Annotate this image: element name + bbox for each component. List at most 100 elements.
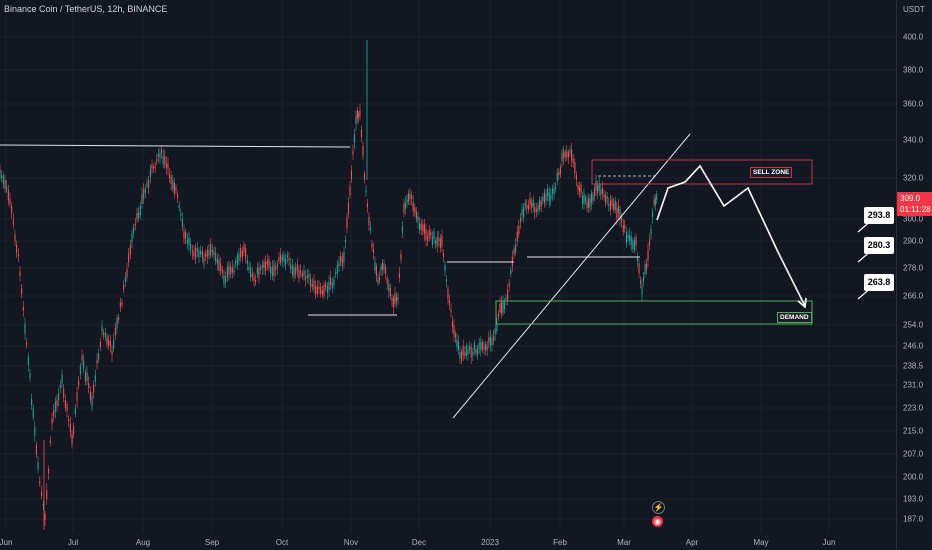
candle-body xyxy=(375,266,377,276)
candle-body xyxy=(88,383,90,388)
candle-body xyxy=(154,165,156,168)
price-tick: 223.0 xyxy=(903,403,924,413)
candle-body xyxy=(442,252,444,257)
candle-body xyxy=(433,231,435,239)
candle-body xyxy=(488,337,490,342)
candle-body xyxy=(235,260,237,263)
candle-body xyxy=(134,223,136,226)
candle-body xyxy=(230,266,232,275)
candle-body xyxy=(585,197,587,202)
candle-body xyxy=(313,280,315,290)
candle-body xyxy=(266,260,268,265)
candle-body xyxy=(473,342,475,350)
candle-body xyxy=(293,267,295,277)
candle-body xyxy=(243,244,245,252)
projection-path xyxy=(656,164,806,307)
candle-body xyxy=(385,267,387,274)
candle-body xyxy=(291,265,293,275)
candle-body xyxy=(318,286,320,289)
candle-body xyxy=(275,267,277,271)
candle-body xyxy=(543,192,545,204)
candle-body xyxy=(619,209,621,220)
candle-body xyxy=(39,481,41,484)
candle-body xyxy=(605,194,607,204)
candle-body xyxy=(428,230,430,238)
candle-body xyxy=(649,240,651,246)
candle-body xyxy=(1,175,3,179)
candle-body xyxy=(524,202,526,207)
candle-body xyxy=(141,194,143,205)
candle-body xyxy=(464,352,466,356)
candle-body xyxy=(69,423,71,433)
candle-body xyxy=(343,251,345,263)
candle-body xyxy=(268,258,270,268)
candle-body xyxy=(9,199,11,204)
candle-body xyxy=(654,197,656,206)
candle-body xyxy=(225,275,227,283)
candle-body xyxy=(489,336,491,346)
price-axis[interactable]: USDT 400.0 380.0 360.0 340.0 320.0 300.0… xyxy=(896,0,932,550)
candle-body xyxy=(486,345,488,350)
candle-body xyxy=(78,380,80,387)
candle-body xyxy=(109,341,111,346)
candle-body xyxy=(372,249,374,253)
candle-body xyxy=(640,280,642,284)
candle-body xyxy=(19,271,21,277)
candle-body xyxy=(0,168,1,176)
candle-body xyxy=(355,116,357,124)
candle-body xyxy=(98,353,100,360)
candle-body xyxy=(261,265,263,268)
candle-body xyxy=(188,237,190,246)
candle-body xyxy=(248,266,250,270)
candle-body xyxy=(246,259,248,265)
price-tick: 215.0 xyxy=(903,426,924,436)
candle-body xyxy=(126,269,128,278)
candle-body xyxy=(391,298,393,301)
candle-body xyxy=(173,182,175,194)
candle-body xyxy=(321,289,323,295)
candle-body xyxy=(369,227,371,231)
price-tick: 207.0 xyxy=(903,449,924,459)
time-tick: Apr xyxy=(685,538,699,547)
price-callout-3: 263.8 xyxy=(864,274,894,291)
candle-body xyxy=(281,256,283,261)
candle-body xyxy=(270,267,272,274)
candle-body xyxy=(494,328,496,334)
price-tick: 246.0 xyxy=(903,341,924,351)
candle-body xyxy=(414,207,416,213)
candle-body xyxy=(74,408,76,415)
price-chart[interactable] xyxy=(0,0,896,550)
candle-body xyxy=(430,232,432,236)
candle-body xyxy=(499,304,501,312)
candle-body xyxy=(326,286,328,293)
candle-body xyxy=(306,275,308,278)
price-tick: 278.0 xyxy=(903,263,924,273)
demand-zone-label: DEMAND xyxy=(777,312,812,323)
candle-body xyxy=(144,188,146,194)
candle-body xyxy=(507,290,509,300)
symbol-title[interactable]: Binance Coin / TetherUS, 12h, BINANCE xyxy=(4,4,168,14)
candle-body xyxy=(574,162,576,173)
candle-body xyxy=(104,333,106,338)
candle-body xyxy=(236,255,238,266)
earnings-icon[interactable]: ◉ xyxy=(652,516,663,527)
candle-body xyxy=(508,283,510,286)
candle-body xyxy=(169,174,171,178)
candle-body xyxy=(397,297,399,300)
candle-body xyxy=(427,236,429,241)
candle-body xyxy=(290,264,292,270)
lightning-icon[interactable]: ⚡ xyxy=(652,501,665,514)
candle-body xyxy=(119,302,121,307)
candle-body xyxy=(177,194,179,198)
price-tick: 300.0 xyxy=(903,214,924,224)
candle-body xyxy=(395,297,397,302)
candle-body xyxy=(84,372,86,382)
candle-body xyxy=(285,258,287,265)
candle-body xyxy=(128,253,130,263)
candle-body xyxy=(656,193,658,200)
candle-body xyxy=(61,374,63,384)
candle-body xyxy=(597,185,599,193)
candle-body xyxy=(48,468,50,474)
candle-body xyxy=(203,257,205,265)
